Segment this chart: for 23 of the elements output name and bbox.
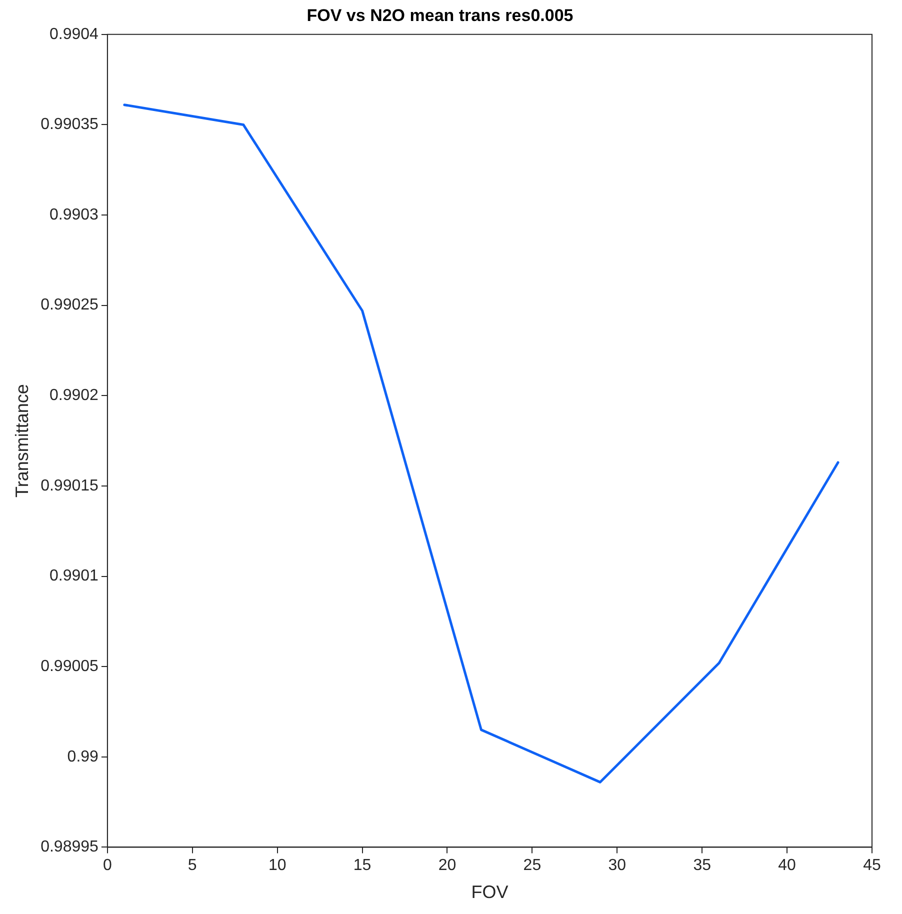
x-tick-label: 35 xyxy=(693,857,712,874)
y-tick-label: 0.99 xyxy=(67,748,99,766)
y-tick-label: 0.9901 xyxy=(50,568,99,585)
y-tick-label: 0.99025 xyxy=(40,296,99,314)
y-tick-label: 0.99035 xyxy=(40,116,99,134)
x-tick-label: 0 xyxy=(102,857,112,874)
x-tick-label: 45 xyxy=(863,857,881,874)
y-tick-label: 0.9903 xyxy=(50,206,99,224)
x-tick-label: 20 xyxy=(438,857,456,874)
chart-title: FOV vs N2O mean trans res0.005 xyxy=(306,6,574,25)
x-tick-label: 15 xyxy=(353,857,372,874)
y-tick-label: 0.9904 xyxy=(50,26,99,43)
y-tick-label: 0.9902 xyxy=(50,387,99,404)
x-tick-label: 25 xyxy=(523,857,542,874)
y-tick-label: 0.99015 xyxy=(40,477,99,494)
y-axis-title: Transmittance xyxy=(12,384,32,498)
y-tick-label: 0.99005 xyxy=(40,658,99,675)
x-tick-label: 5 xyxy=(188,857,197,874)
x-axis-title: FOV xyxy=(471,882,508,902)
x-tick-label: 10 xyxy=(268,857,286,874)
x-tick-label: 30 xyxy=(608,857,626,874)
y-tick-label: 0.98995 xyxy=(40,838,99,856)
x-tick-label: 40 xyxy=(778,857,796,874)
